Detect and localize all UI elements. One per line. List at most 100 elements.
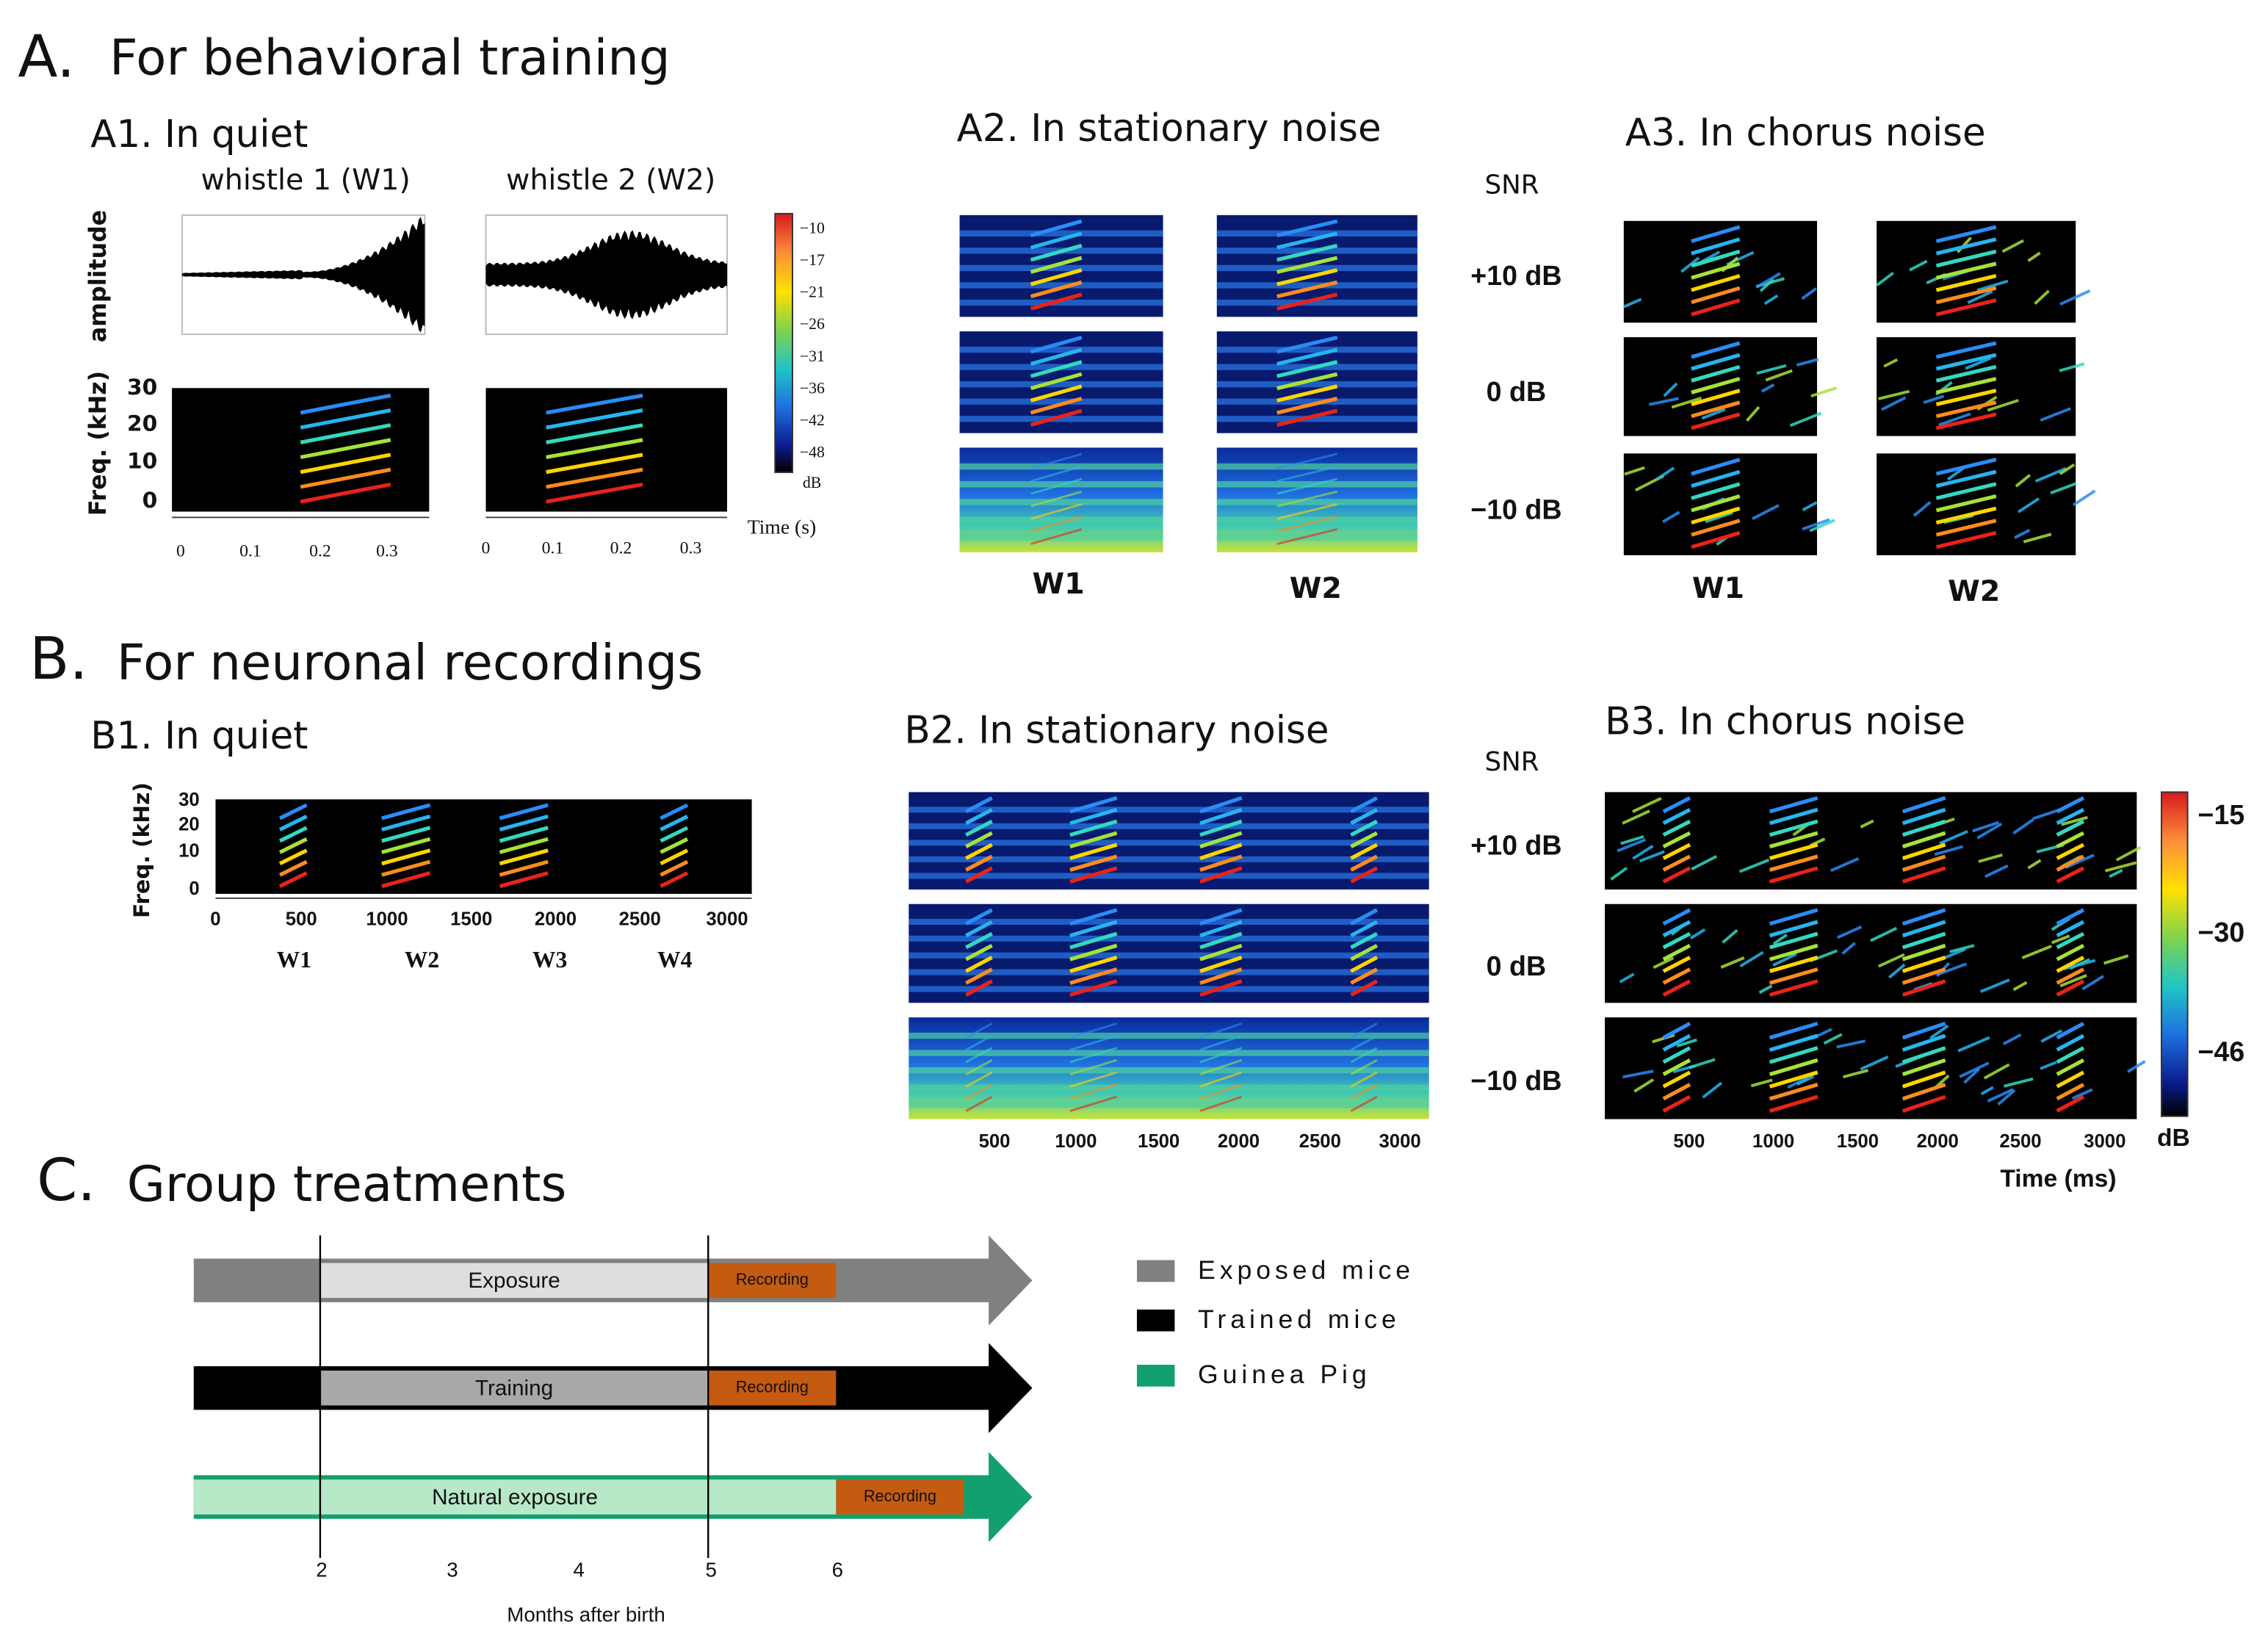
x-tick-label: 0 — [210, 909, 220, 929]
chorus-call — [1620, 835, 1644, 845]
harmonic — [660, 848, 689, 866]
harmonic — [1691, 249, 1741, 268]
phase-bar — [319, 1263, 709, 1298]
chorus-call — [1622, 809, 1650, 825]
harmonic — [1935, 412, 1997, 430]
chorus-call — [2001, 239, 2024, 253]
harmonic — [1276, 360, 1338, 378]
harmonic — [2056, 1070, 2085, 1089]
harmonic — [2056, 1083, 2085, 1101]
harmonic — [1935, 237, 1997, 256]
noise-band — [909, 986, 1429, 992]
chorus-call — [2072, 489, 2096, 507]
axis-label: Freq. (kHz) — [129, 782, 154, 918]
chorus-call — [2059, 289, 2091, 306]
harmonic — [1769, 807, 1819, 826]
chorus-call — [1878, 389, 1910, 400]
harmonic — [300, 423, 391, 444]
x-tick-label: 0.1 — [542, 538, 564, 558]
harmonic — [1199, 979, 1243, 997]
harmonic — [1069, 1047, 1118, 1064]
harmonic — [1902, 807, 1946, 826]
harmonic — [2056, 831, 2085, 848]
harmonic — [1662, 1083, 1691, 1101]
chorus-call — [1881, 396, 1907, 411]
chorus-call — [2002, 1033, 2022, 1046]
recording-label: Recording — [736, 1377, 809, 1396]
subpanel-title: B2. In stationary noise — [904, 708, 1329, 752]
chorus-call — [2003, 1077, 2034, 1088]
chorus-call — [1967, 289, 1993, 304]
chorus-call — [1979, 978, 2010, 993]
harmonic — [965, 1034, 993, 1051]
harmonic — [1662, 819, 1691, 837]
chorus-call — [1810, 386, 1838, 398]
harmonic — [965, 796, 993, 814]
colorbar-label: −26 — [800, 315, 825, 333]
chorus-call — [2040, 407, 2071, 422]
noise-band — [1216, 299, 1418, 306]
spectrogram — [909, 903, 1429, 1003]
recording-bar — [708, 1263, 837, 1298]
noise-band — [959, 381, 1163, 388]
harmonic — [1069, 1058, 1118, 1076]
panel-title: For neuronal recordings — [117, 634, 703, 691]
harmonic — [1902, 955, 1946, 973]
harmonic — [1902, 1070, 1946, 1089]
harmonic — [2056, 1046, 2085, 1064]
whistle-label: whistle 2 (W2) — [506, 163, 715, 197]
phase-bar — [193, 1479, 837, 1515]
harmonic — [1902, 967, 1946, 985]
chorus-call — [1758, 984, 1773, 995]
y-tick-label: 30 — [178, 790, 200, 810]
chorus-call — [2021, 945, 2052, 959]
harmonic — [1350, 1071, 1378, 1088]
spectrogram-bg — [485, 388, 727, 512]
harmonic — [2056, 956, 2085, 973]
chorus-call — [2014, 528, 2031, 539]
chorus-call — [1942, 948, 1966, 960]
noise-band — [1216, 499, 1418, 505]
harmonic — [1935, 469, 1997, 488]
legend-swatch — [1136, 1260, 1175, 1282]
harmonic — [499, 871, 549, 889]
chorus-call — [2034, 289, 2050, 305]
harmonic — [2056, 943, 2085, 961]
harmonic — [1935, 519, 1997, 537]
harmonic — [965, 1071, 993, 1088]
chorus-call — [1632, 845, 1654, 860]
harmonic — [1276, 268, 1338, 286]
chorus-call — [1648, 397, 1680, 406]
harmonic — [1691, 377, 1741, 394]
chorus-call — [1841, 942, 1856, 955]
chorus-call — [1738, 858, 1770, 873]
noise-band — [909, 935, 1429, 942]
harmonic — [1276, 219, 1338, 238]
whistle-label: whistle 1 (W1) — [201, 163, 410, 197]
harmonic — [278, 815, 308, 831]
harmonic — [1935, 400, 1997, 419]
harmonic — [1030, 219, 1083, 238]
harmonic — [546, 408, 643, 430]
axis-label: amplitude — [85, 210, 112, 342]
chorus-call — [2023, 533, 2052, 544]
chorus-call — [1876, 271, 1894, 286]
legend-label: Exposed mice — [1198, 1255, 1415, 1285]
spectrogram — [1605, 792, 2142, 890]
harmonic — [2056, 908, 2085, 926]
column-label: W1 — [1033, 567, 1085, 601]
harmonic — [1935, 261, 1997, 280]
harmonic — [300, 467, 391, 489]
harmonic — [1769, 1083, 1819, 1101]
harmonic — [1769, 854, 1819, 872]
harmonic — [1030, 268, 1083, 286]
harmonic — [1069, 1071, 1118, 1088]
harmonic — [1902, 979, 1946, 997]
harmonic — [1350, 956, 1379, 973]
harmonic — [2056, 854, 2085, 872]
harmonic — [1030, 465, 1083, 483]
chorus-call — [1959, 1061, 1990, 1078]
spectrogram — [1623, 220, 1817, 323]
harmonic — [1902, 819, 1946, 837]
